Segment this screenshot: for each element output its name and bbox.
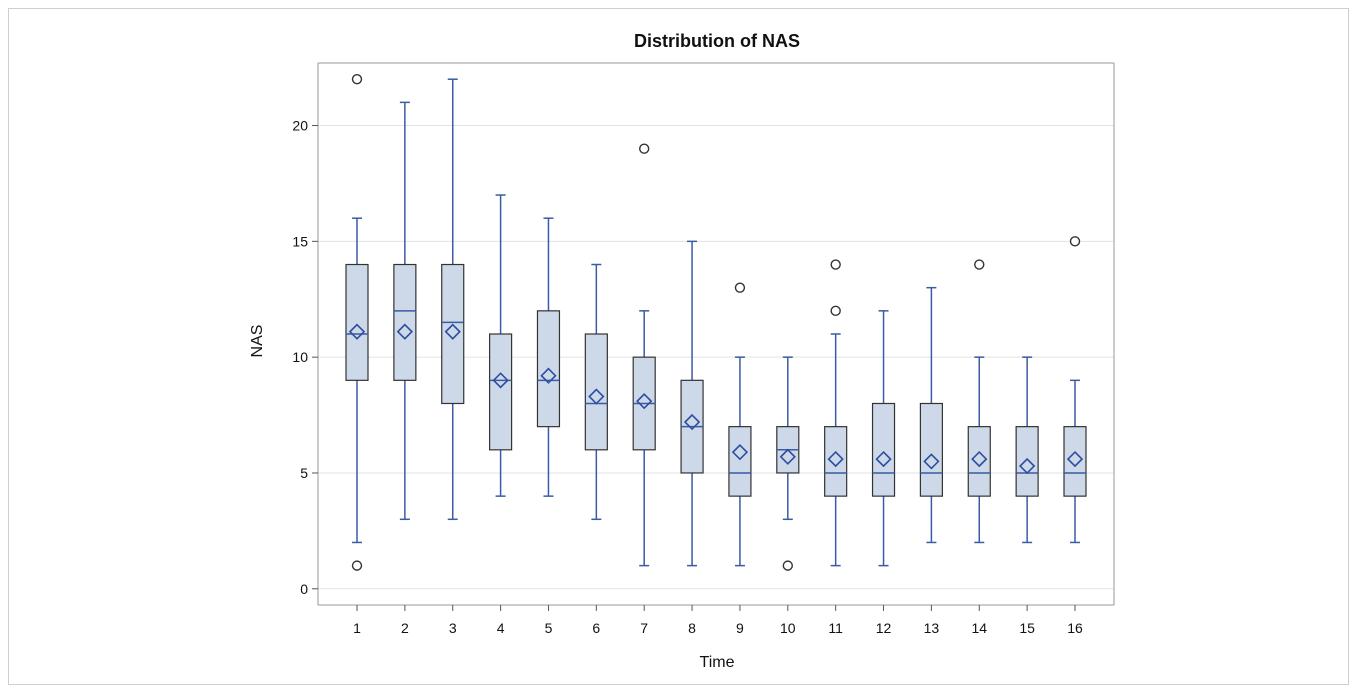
outlier-point xyxy=(974,259,985,270)
x-tick-label: 10 xyxy=(780,620,796,636)
y-axis-label: NAS xyxy=(249,325,266,358)
mean-marker xyxy=(827,450,844,468)
mean-marker xyxy=(348,323,366,340)
y-tick-label: 10 xyxy=(292,349,308,365)
box-iqr xyxy=(728,426,752,497)
outlier-point xyxy=(351,74,363,85)
box-group xyxy=(1063,236,1087,544)
x-tick-label: 13 xyxy=(924,620,940,636)
mean-marker xyxy=(1066,450,1084,468)
box-group xyxy=(728,282,752,567)
outlier-point xyxy=(830,259,841,270)
outlier-point xyxy=(782,560,793,571)
box-group xyxy=(824,259,848,567)
mean-marker xyxy=(875,450,892,468)
box-group xyxy=(632,143,656,567)
x-tick-label: 16 xyxy=(1067,620,1083,636)
box-iqr xyxy=(824,426,848,497)
figure-frame xyxy=(8,8,1349,685)
mean-marker xyxy=(731,443,749,461)
box-iqr xyxy=(919,402,944,497)
x-tick-label: 3 xyxy=(449,620,457,636)
box-group xyxy=(919,286,944,544)
box-group xyxy=(967,259,991,544)
gridlines xyxy=(318,125,1114,590)
y-tick-label: 0 xyxy=(300,581,308,597)
outlier-point xyxy=(830,305,841,317)
mean-marker xyxy=(492,372,509,389)
x-tick-label: 4 xyxy=(497,620,505,636)
box-group xyxy=(871,310,896,567)
mean-marker xyxy=(588,388,605,405)
mean-marker xyxy=(396,323,413,340)
box-iqr xyxy=(393,263,417,381)
box-iqr xyxy=(345,263,369,381)
box-iqr xyxy=(1015,426,1039,497)
chart-title: Distribution of NAS xyxy=(634,31,800,51)
box-group xyxy=(393,101,417,521)
box-iqr xyxy=(967,426,991,497)
outlier-point xyxy=(351,560,363,571)
box-iqr xyxy=(584,333,608,451)
box-group xyxy=(441,78,465,521)
mean-marker xyxy=(923,453,940,470)
y-tick-label: 15 xyxy=(292,233,308,249)
box-iqr xyxy=(441,263,465,405)
x-axis-ticks: 1 2 3 4 5 6 7 8 9 10 11 12 13 14 15 16 xyxy=(353,605,1083,636)
x-tick-label: 12 xyxy=(876,620,892,636)
outlier-point xyxy=(1069,236,1081,247)
box-iqr xyxy=(1063,426,1087,497)
mean-marker xyxy=(683,413,701,431)
outlier-point xyxy=(734,282,746,293)
box-group xyxy=(584,263,608,521)
mean-marker xyxy=(1019,457,1036,475)
box-group xyxy=(536,217,561,497)
x-tick-label: 2 xyxy=(401,620,409,636)
x-tick-label: 5 xyxy=(545,620,553,636)
mean-marker xyxy=(636,393,653,410)
x-tick-label: 7 xyxy=(640,620,648,636)
mean-marker xyxy=(971,450,988,468)
mean-marker xyxy=(540,367,557,384)
box-iqr xyxy=(489,333,513,451)
x-tick-label: 9 xyxy=(736,620,744,636)
x-tick-label: 8 xyxy=(688,620,696,636)
plot-area-border xyxy=(317,62,1115,606)
boxes-layer xyxy=(345,74,1087,571)
x-tick-label: 6 xyxy=(592,620,600,636)
y-tick-label: 5 xyxy=(300,465,308,481)
box-group xyxy=(680,240,704,567)
mean-marker xyxy=(779,448,796,465)
box-group xyxy=(345,74,369,571)
mean-marker xyxy=(444,323,461,340)
y-axis-ticks: 0 5 10 15 20 xyxy=(292,118,318,597)
x-tick-label: 15 xyxy=(1019,620,1035,636)
box-group xyxy=(489,194,513,497)
x-tick-label: 14 xyxy=(971,620,987,636)
x-axis-label: Time xyxy=(700,654,735,671)
x-tick-label: 1 xyxy=(353,620,361,636)
x-tick-label: 11 xyxy=(828,620,843,636)
outlier-point xyxy=(639,143,650,154)
box-group xyxy=(776,356,800,571)
box-group xyxy=(1015,356,1039,544)
y-tick-label: 20 xyxy=(292,118,308,134)
box-iqr xyxy=(871,402,896,497)
